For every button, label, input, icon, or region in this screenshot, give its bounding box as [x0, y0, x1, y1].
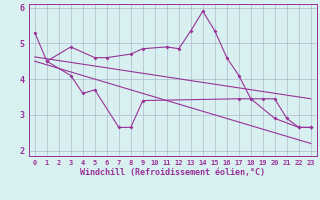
X-axis label: Windchill (Refroidissement éolien,°C): Windchill (Refroidissement éolien,°C): [80, 168, 265, 177]
